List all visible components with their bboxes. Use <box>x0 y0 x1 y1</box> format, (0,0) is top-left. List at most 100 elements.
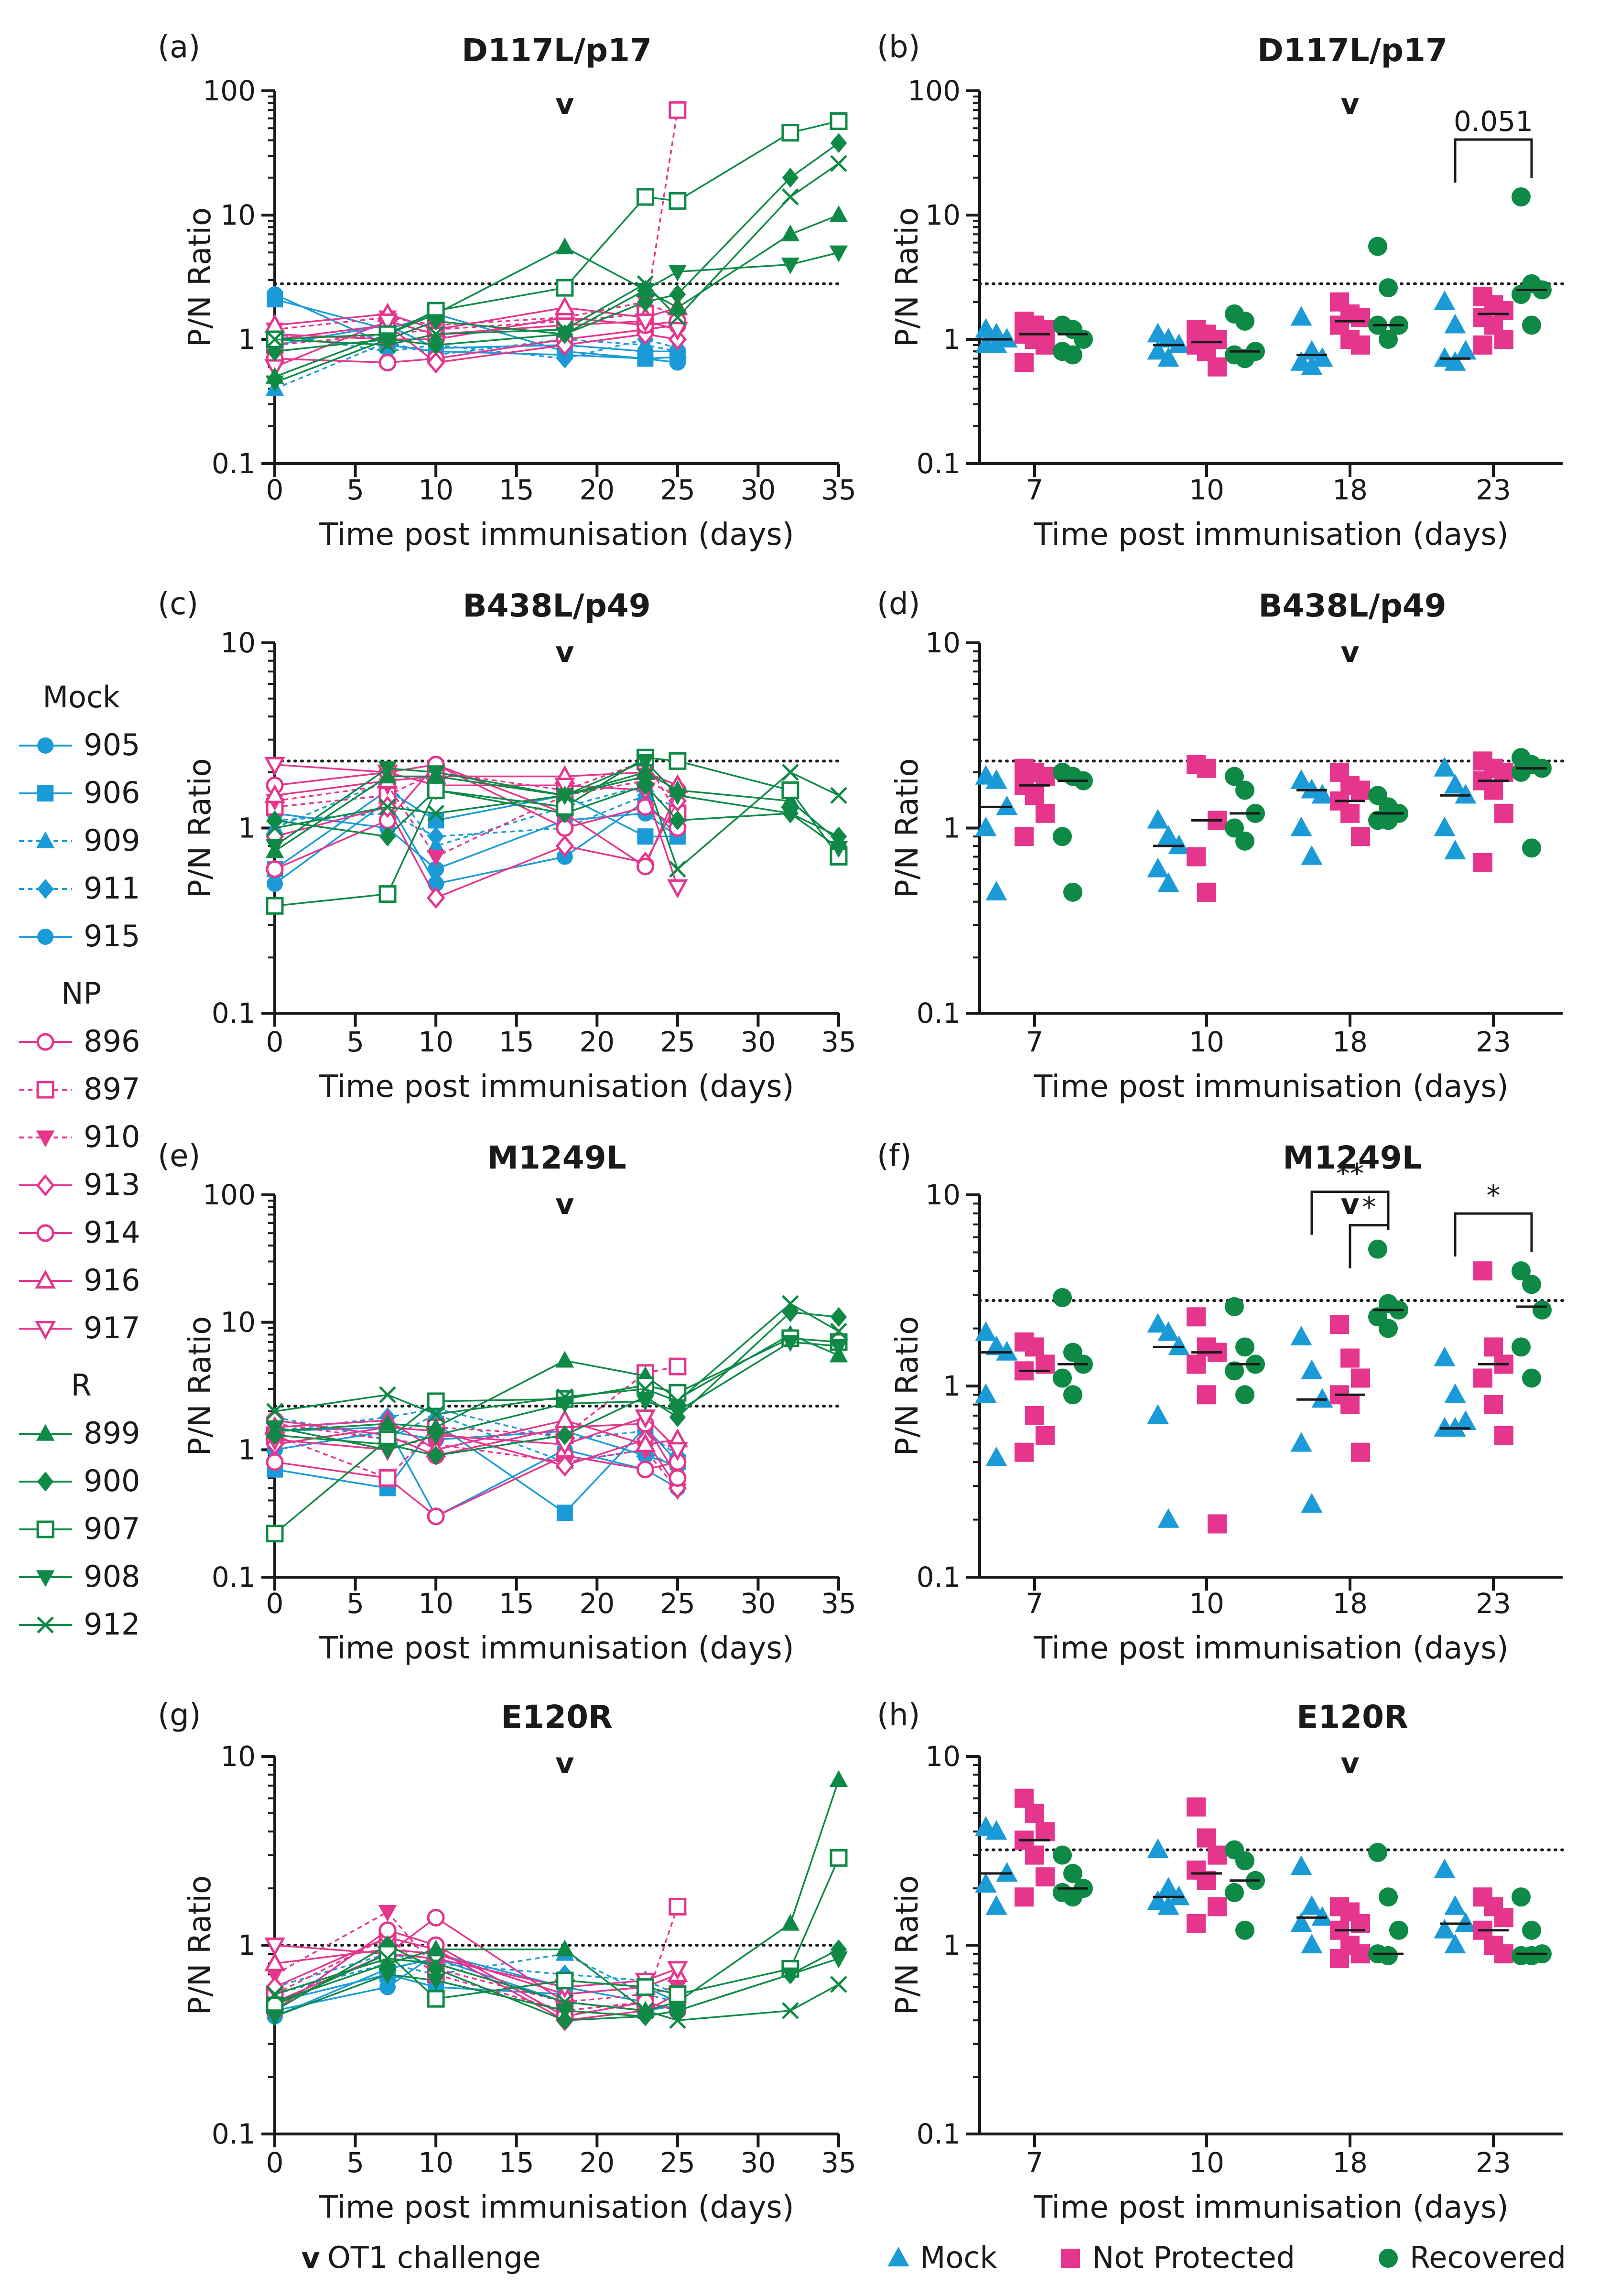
marker-shape <box>1522 1920 1541 1940</box>
x-tick-label: 10 <box>1189 1026 1224 1058</box>
data-point-897 <box>669 1357 687 1375</box>
data-point-899 <box>555 1939 574 1957</box>
marker-stroke <box>266 819 283 837</box>
legend-group-title: Mock <box>43 680 120 715</box>
marker-shape <box>36 1130 55 1148</box>
marker-stroke <box>830 787 847 804</box>
marker-shape <box>1311 347 1333 367</box>
marker-shape <box>1036 767 1055 786</box>
data-point-mock <box>1301 1895 1323 1915</box>
data-point-r <box>1235 831 1254 851</box>
marker-shape <box>1157 1508 1179 1528</box>
data-point-r <box>1379 330 1398 349</box>
marker-shape <box>35 1269 56 1289</box>
marker-shape <box>1455 340 1477 360</box>
marker-shape <box>1053 827 1072 846</box>
data-point-mock <box>1157 872 1179 892</box>
marker-stroke <box>637 275 654 292</box>
data-point-r <box>1368 1239 1387 1259</box>
marker-stroke <box>669 1393 686 1410</box>
marker-shape <box>266 1453 284 1471</box>
data-point-907 <box>636 188 654 206</box>
data-point-np <box>1473 1261 1492 1281</box>
marker-shape <box>1434 290 1456 310</box>
marker-shape <box>1025 1337 1044 1357</box>
data-point-914 <box>669 1469 687 1487</box>
series-line-912 <box>274 162 839 346</box>
chart-panel-h: (h) E120R 0.1 1 10 P/N Ratio Time post immunis… <box>877 1698 1564 2225</box>
marker-shape <box>1301 1934 1323 1954</box>
data-point-915 <box>637 343 654 360</box>
data-point-908 <box>781 1335 800 1352</box>
x-axis-title: Time post immunisation (days) <box>1033 2190 1508 2225</box>
data-point-907 <box>266 1525 284 1543</box>
data-point-r <box>1235 312 1254 331</box>
data-point-r <box>1368 237 1387 256</box>
series-line-909 <box>274 1953 678 2003</box>
marker-stroke <box>830 155 847 172</box>
significance-label: * <box>1487 1179 1501 1212</box>
marker-stroke <box>266 1403 283 1420</box>
x-tick-label: 18 <box>1332 1587 1368 1620</box>
data-point-908 <box>265 2009 284 2026</box>
data-point-mock <box>1301 355 1323 375</box>
animal-legend: Mock 905 906 909 911 915 NP 896 897 910 913 914 916 9… <box>19 680 140 1642</box>
data-point-r <box>1522 1275 1541 1294</box>
data-point-r <box>1512 284 1531 304</box>
marker-shape <box>426 887 445 909</box>
marker-shape <box>37 1472 54 1492</box>
marker-shape <box>1147 1404 1169 1424</box>
y-tick-label: 1 <box>943 1929 961 1961</box>
legend-marker <box>37 879 54 899</box>
data-point-np <box>1208 1845 1227 1865</box>
legend-item-label: 915 <box>84 919 140 953</box>
x-tick-label: 15 <box>499 2146 534 2179</box>
marker-shape <box>668 264 687 282</box>
marker-shape <box>669 1469 687 1487</box>
marker-shape <box>427 781 445 799</box>
data-point-908 <box>636 1394 655 1411</box>
marker-shape <box>1168 1335 1190 1355</box>
data-point-mock <box>975 1383 997 1403</box>
marker-shape <box>1015 827 1034 846</box>
marker-shape <box>1015 1442 1034 1462</box>
marker-shape <box>1330 1315 1349 1334</box>
marker-shape <box>1444 1934 1466 1954</box>
marker-shape <box>1290 1325 1312 1346</box>
marker-shape <box>427 1392 445 1410</box>
marker-shape <box>1187 847 1206 866</box>
marker-shape <box>1444 1383 1466 1403</box>
data-point-914 <box>636 857 654 876</box>
marker-shape <box>1147 340 1169 360</box>
legend-marker <box>36 1570 55 1587</box>
data-point-908 <box>781 257 800 274</box>
data-point-908 <box>668 788 687 805</box>
panel-label: (a) <box>158 30 200 65</box>
marker-shape <box>1063 345 1082 365</box>
data-point-912 <box>830 1322 847 1340</box>
data-point-r <box>1074 330 1093 349</box>
data-point-np <box>1484 780 1503 800</box>
data-point-899 <box>555 1351 574 1368</box>
marker-shape <box>996 328 1018 348</box>
data-point-r <box>1225 818 1244 838</box>
marker-shape <box>37 929 54 945</box>
data-point-np <box>1197 758 1216 778</box>
marker-shape <box>378 761 397 779</box>
marker-shape <box>264 784 285 803</box>
data-point-905 <box>267 876 283 892</box>
data-point-mock <box>1434 1918 1456 1939</box>
marker-shape <box>264 1937 285 1957</box>
x-tick-label: 10 <box>418 1587 454 1620</box>
data-point-np <box>1494 762 1513 782</box>
data-point-mock <box>1290 1912 1312 1932</box>
data-point-916 <box>264 784 285 803</box>
y-axis-title: P/N Ratio <box>183 1316 218 1456</box>
data-point-np <box>1036 803 1055 823</box>
marker-stroke <box>669 860 686 878</box>
marker-shape <box>667 1961 688 1980</box>
data-point-r <box>1225 1883 1244 1902</box>
marker-shape <box>36 1520 54 1538</box>
x-axis-title: Time post immunisation (days) <box>1033 1631 1508 1666</box>
